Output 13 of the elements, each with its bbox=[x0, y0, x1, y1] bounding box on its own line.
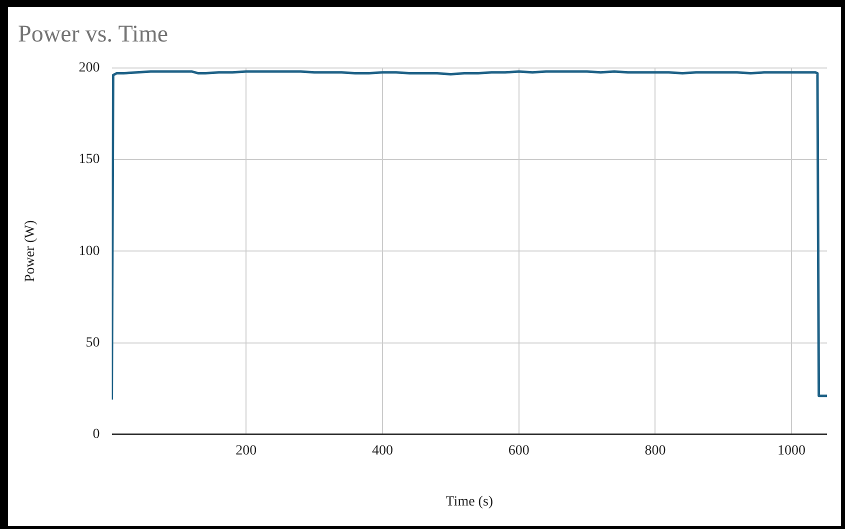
x-tick-label: 1000 bbox=[778, 443, 806, 458]
y-tick-label: 0 bbox=[92, 427, 100, 442]
chart-title: Power vs. Time bbox=[18, 22, 168, 48]
y-tick-label: 100 bbox=[78, 244, 100, 259]
y-tick-label: 200 bbox=[78, 60, 100, 76]
x-tick-label: 600 bbox=[508, 443, 530, 458]
x-tick-label: 800 bbox=[644, 443, 666, 458]
x-tick-label: 400 bbox=[372, 443, 393, 458]
x-axis-title: Time (s) bbox=[446, 494, 494, 510]
y-tick-label: 150 bbox=[78, 152, 100, 168]
y-axis-title: Power (W) bbox=[23, 220, 38, 282]
x-tick-label: 200 bbox=[236, 443, 257, 458]
y-tick-label: 50 bbox=[86, 335, 100, 350]
